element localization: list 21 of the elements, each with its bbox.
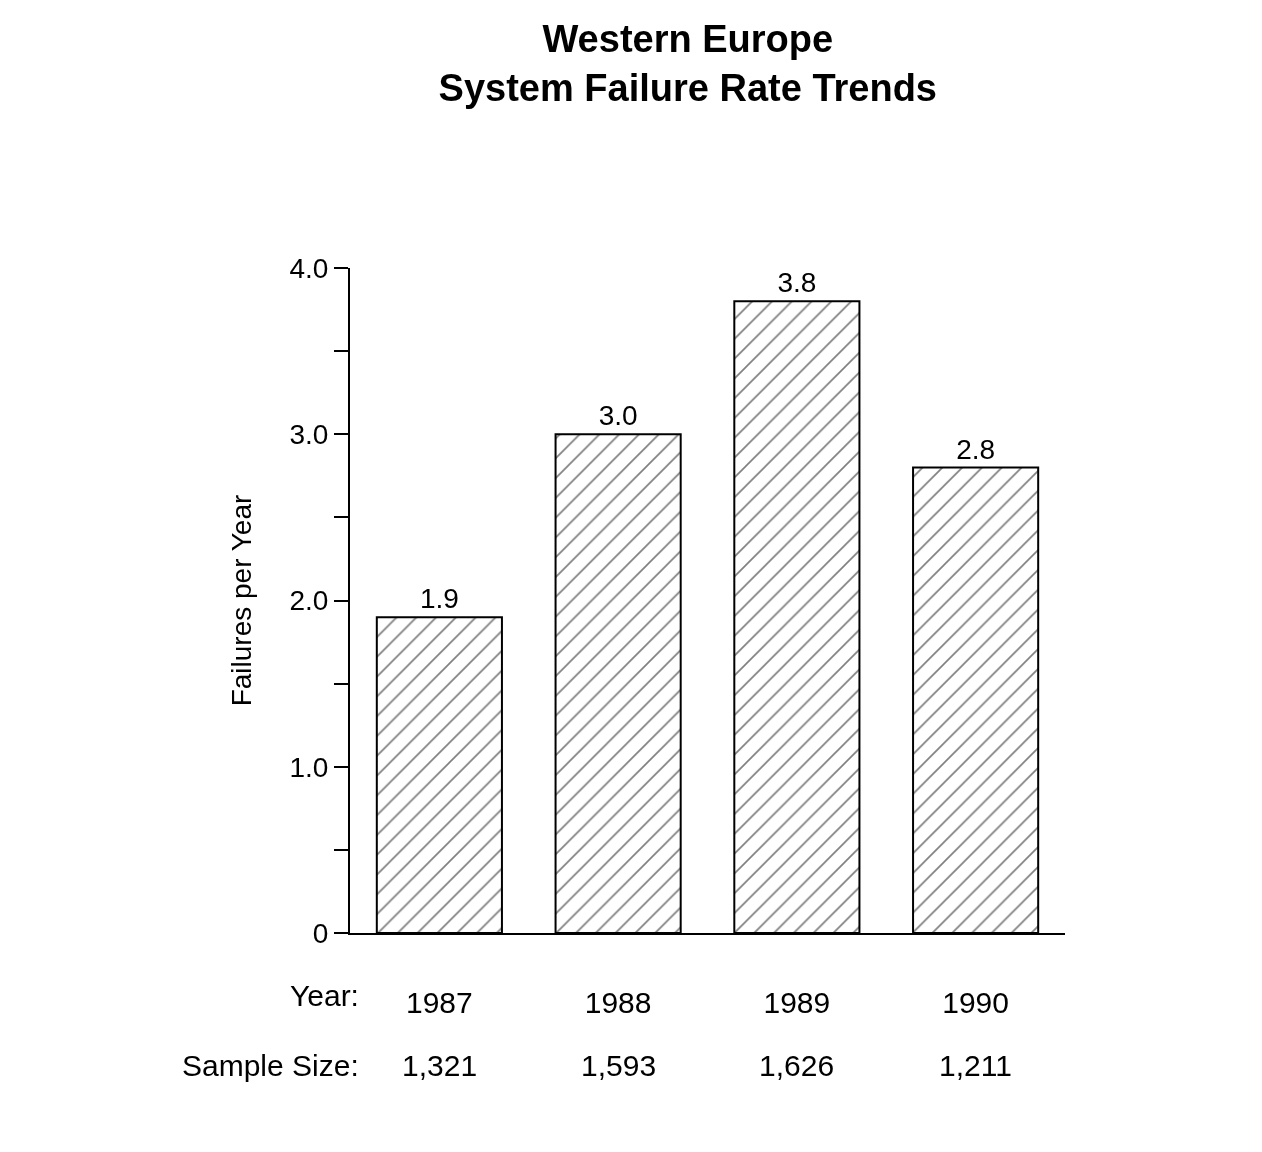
x-tick-label: 1987 [406,986,473,1019]
text: Sample Size: [182,1049,359,1082]
data-label: 3.8 [777,267,817,299]
x-tick-label: 1988 [584,986,652,1019]
y-tick-label: 1.0 [289,751,329,783]
y-tick-label: 3.0 [289,419,329,451]
text: Year: [290,979,359,1012]
x-tick-label: 1989 [763,986,831,1019]
text: 1,211 [939,1049,1012,1082]
text: 1,593 [581,1049,657,1082]
text: 1,321 [402,1049,478,1082]
data-label: 3.0 [598,400,638,432]
data-label: 1.9 [419,583,459,615]
chart-title: Western Europe System Failure Rate Trends [438,17,937,110]
y-tick-label: 0 [312,917,329,949]
text: 1,626 [759,1049,835,1082]
data-label: 2.8 [956,433,996,465]
y-tick-label: 2.0 [289,585,329,617]
x-tick-label: 1990 [942,986,1010,1019]
y-tick-label: 4.0 [289,252,329,284]
y-axis-title: Failures per Year [225,494,257,707]
